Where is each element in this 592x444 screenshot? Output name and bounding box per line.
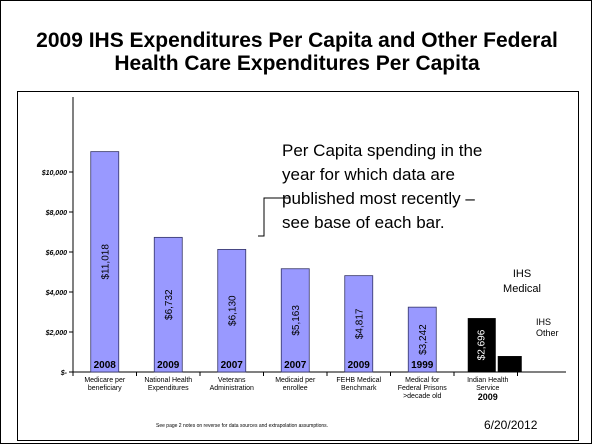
ihs-other-label: IHS Other (536, 317, 559, 339)
bar-value-label: $5,163 (291, 305, 302, 336)
bar-year-label: 1999 (411, 360, 434, 371)
y-tick-label: $6,000 (45, 250, 68, 257)
callout-line-2: year for which data are (282, 165, 455, 184)
y-tick-label: $4,000 (45, 290, 68, 297)
ihs-medical-label: IHS Medical (498, 267, 546, 297)
category-label: Service (476, 385, 499, 392)
category-label: Benchmark (341, 385, 377, 392)
category-label: Expenditures (148, 385, 189, 392)
bar (90, 151, 120, 373)
y-tick-label: $- (60, 370, 68, 377)
bar-year-label: 2007 (284, 360, 307, 371)
callout-line-1: Per Capita spending in the (282, 141, 483, 160)
chart-title-line-1: 2009 IHS Expenditures Per Capita and Oth… (36, 29, 558, 52)
category-label: Medicaid per (275, 377, 316, 384)
bar (217, 248, 247, 373)
category-label: beneficiary (88, 385, 122, 392)
category-label: Federal Prisons (398, 385, 448, 392)
footnote: See page 2 notes on reverse for data sou… (156, 423, 329, 429)
bar-value-label: $6,732 (164, 289, 175, 320)
bar-chart: $- $2,000 $4,000 $6,000 $8,000 $10,000 $11,018… (41, 97, 566, 402)
category-label: >decade old (403, 393, 441, 400)
y-tick-label: $2,000 (45, 330, 68, 337)
ihs-other-label-line-2: Other (536, 328, 559, 338)
callout-text: Per Capita spending in the year for whic… (282, 139, 482, 235)
category-label: Administration (210, 385, 254, 392)
bar-value-label: $3,242 (418, 324, 429, 355)
ihs-medical-bar (467, 318, 496, 372)
ihs-medical-label-line-2: Medical (503, 283, 541, 295)
callout-line-3: published most recently – (282, 189, 475, 208)
bar (344, 275, 374, 373)
ihs-medical-value-label: $2,696 (477, 329, 488, 360)
ihs-year-label: 2009 (478, 392, 498, 402)
ihs-medical-label-line-1: IHS (512, 268, 532, 280)
callout-line-4: see base of each bar. (282, 213, 445, 232)
category-label: FEHB Medical (336, 377, 381, 384)
bar-year-label: 2008 (94, 360, 117, 371)
bar-value-label: $6,130 (228, 295, 239, 326)
category-label: Veterans (218, 377, 246, 384)
category-label: enrollee (283, 385, 308, 392)
bar-value-label: $11,018 (101, 244, 112, 280)
chart-title: 2009 IHS Expenditures Per Capita and Oth… (1, 29, 592, 75)
bar-year-label: 2007 (221, 360, 244, 371)
chart-frame: $- $2,000 $4,000 $6,000 $8,000 $10,000 $11,018… (17, 91, 579, 441)
category-label: Indian Health (467, 377, 508, 384)
ihs-other-label-line-1: IHS (536, 317, 552, 327)
bar (153, 236, 183, 373)
category-label: Medical for (405, 377, 440, 384)
y-tick-label: $8,000 (45, 210, 68, 217)
callout-bracket (258, 197, 291, 237)
bar-year-label: 2009 (157, 360, 180, 371)
category-label: National Health (144, 377, 192, 384)
bar (407, 306, 437, 373)
bar-year-label: 2009 (348, 360, 371, 371)
date-stamp: 6/20/2012 (484, 418, 538, 432)
bar-value-label: $4,817 (355, 308, 366, 339)
category-label: Medicare per (84, 377, 126, 384)
y-tick-label: $10,000 (41, 170, 67, 177)
bar (280, 268, 310, 373)
ihs-other-bar (497, 356, 522, 372)
chart-title-line-2: Health Care Expenditures Per Capita (114, 52, 480, 75)
